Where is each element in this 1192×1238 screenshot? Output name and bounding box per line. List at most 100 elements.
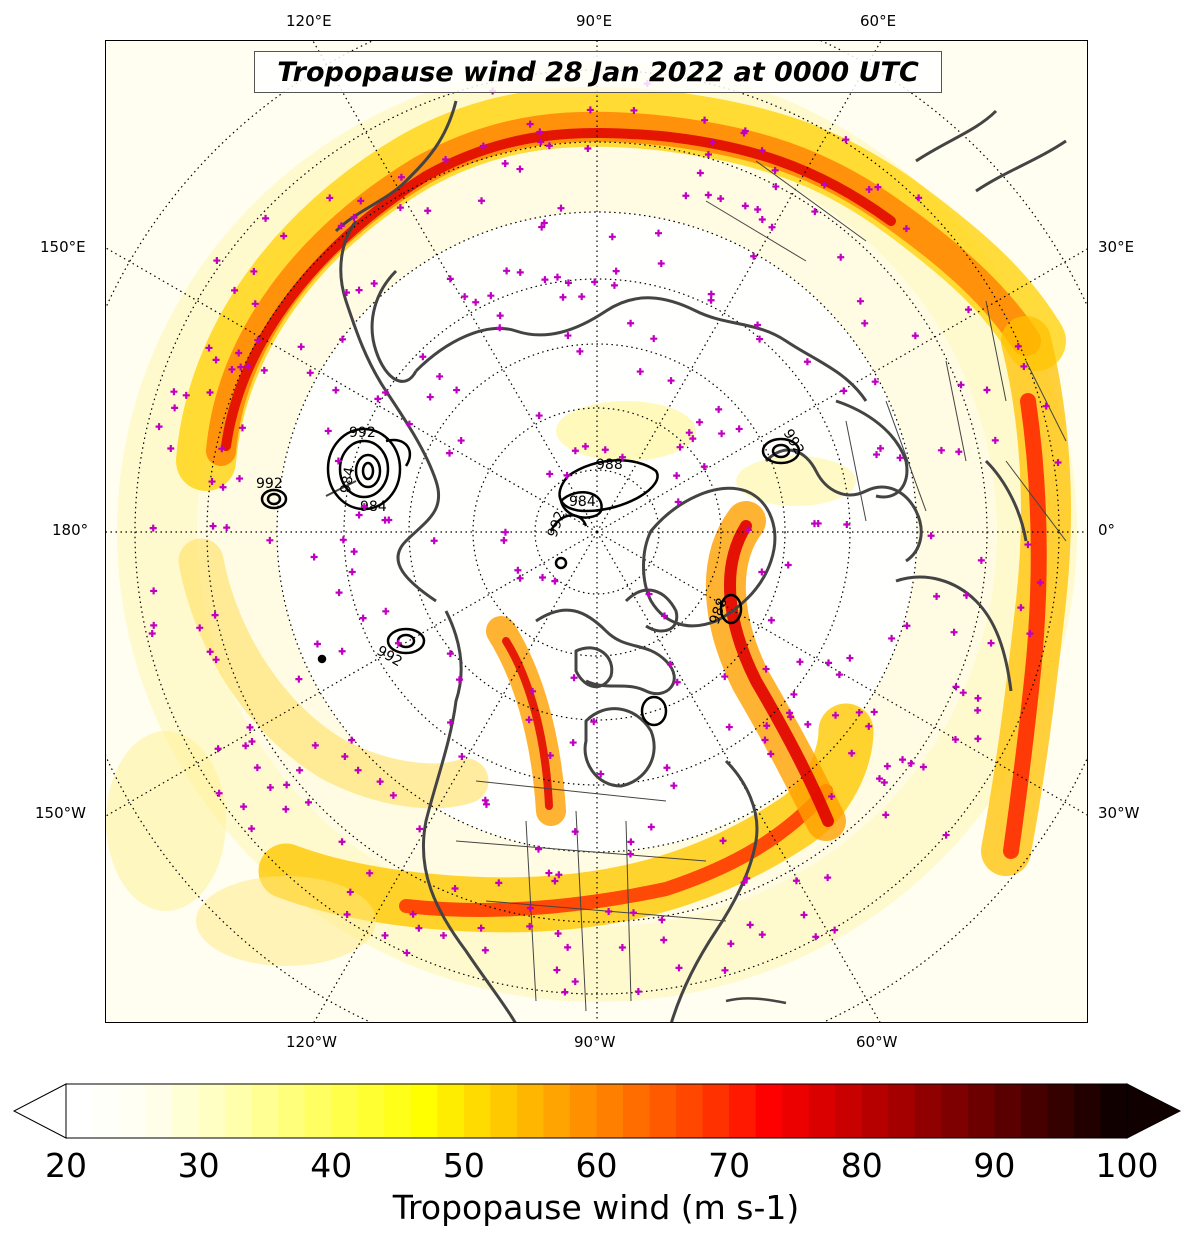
colorbar-segment (119, 1084, 147, 1138)
station-marker (696, 418, 704, 426)
colorbar-segment (676, 1084, 704, 1138)
station-marker (541, 276, 549, 284)
lon-label-bottom-2: 90°W (574, 1033, 616, 1051)
station-marker (955, 448, 963, 456)
station-marker (957, 381, 965, 389)
station-marker (685, 429, 693, 437)
station-marker (873, 451, 881, 459)
station-marker (237, 363, 245, 371)
station-marker (419, 353, 427, 361)
station-marker (343, 910, 351, 918)
station-marker (236, 475, 244, 483)
station-marker (357, 197, 365, 205)
colorbar-segment (702, 1084, 730, 1138)
station-marker (306, 369, 314, 377)
lon-label-bottom-1: 120°W (286, 1033, 337, 1051)
station-marker (555, 871, 563, 879)
station-marker (516, 165, 524, 173)
station-marker (786, 709, 794, 717)
station-marker (338, 647, 346, 655)
station-marker (546, 752, 554, 760)
station-marker (251, 300, 259, 308)
station-marker (536, 128, 544, 136)
station-marker (338, 838, 346, 846)
colorbar-segment (835, 1084, 863, 1138)
station-marker (1017, 604, 1025, 612)
map-title-box: Tropopause wind 28 Jan 2022 at 0000 UTC (254, 51, 942, 93)
station-marker (461, 293, 469, 301)
station-marker (952, 683, 960, 691)
station-marker (553, 273, 561, 281)
station-marker (937, 446, 945, 454)
station-marker (835, 671, 843, 679)
station-marker (612, 267, 620, 275)
colorbar-segment (1100, 1084, 1128, 1138)
station-marker (787, 713, 795, 721)
station-marker (675, 964, 683, 972)
station-marker (597, 770, 605, 778)
station-marker (206, 648, 214, 656)
colorbar-segment (649, 1084, 677, 1138)
station-marker (828, 792, 836, 800)
station-marker (880, 779, 888, 787)
station-marker (171, 404, 179, 412)
station-marker (630, 106, 638, 114)
station-marker (310, 553, 318, 561)
station-marker (725, 723, 733, 731)
station-marker (545, 142, 553, 150)
colorbar-segment (1020, 1084, 1049, 1138)
station-marker (244, 363, 252, 371)
station-marker (346, 888, 354, 896)
station-marker (403, 949, 411, 957)
station-marker (902, 225, 910, 233)
station-marker (964, 306, 972, 314)
station-marker (514, 566, 522, 574)
colorbar-segment (861, 1084, 889, 1138)
station-marker (537, 138, 545, 146)
colorbar-outline (65, 1083, 1128, 1139)
station-marker (735, 425, 743, 433)
station-marker (584, 145, 592, 152)
colorbar-segment (172, 1084, 200, 1138)
station-marker (689, 435, 697, 443)
station-marker (950, 628, 958, 636)
colorbar-tick-label: 80 (840, 1146, 883, 1185)
station-marker (831, 926, 839, 934)
station-marker (525, 716, 533, 724)
lon-label-right-3: 30°W (1098, 804, 1140, 822)
station-marker (842, 136, 850, 144)
station-marker (501, 528, 509, 536)
station-marker (479, 142, 487, 150)
station-marker (977, 556, 985, 564)
station-marker (254, 336, 262, 344)
station-marker (762, 665, 770, 673)
station-marker (280, 232, 288, 240)
station-marker (348, 568, 356, 576)
station-marker (942, 831, 950, 839)
station-marker (1014, 342, 1022, 350)
station-marker (758, 215, 766, 223)
colorbar-segment (543, 1084, 571, 1138)
station-marker (516, 574, 524, 582)
station-marker (618, 453, 626, 461)
station-marker (630, 909, 638, 917)
station-marker (718, 430, 726, 438)
station-marker (746, 921, 754, 929)
colorbar-tick-label: 90 (973, 1146, 1016, 1185)
station-marker (477, 924, 485, 932)
station-marker (529, 687, 537, 695)
station-marker (754, 205, 762, 213)
station-marker (570, 674, 578, 682)
station-marker (627, 838, 635, 846)
station-marker (564, 279, 572, 287)
station-marker (670, 782, 678, 790)
station-marker (397, 173, 405, 181)
station-marker (219, 483, 227, 491)
station-marker (843, 520, 851, 528)
station-marker (348, 736, 356, 744)
station-marker (526, 904, 534, 912)
station-marker (350, 548, 358, 556)
contour-label: 988 (596, 457, 623, 473)
station-marker (800, 911, 808, 919)
station-marker (581, 442, 589, 450)
